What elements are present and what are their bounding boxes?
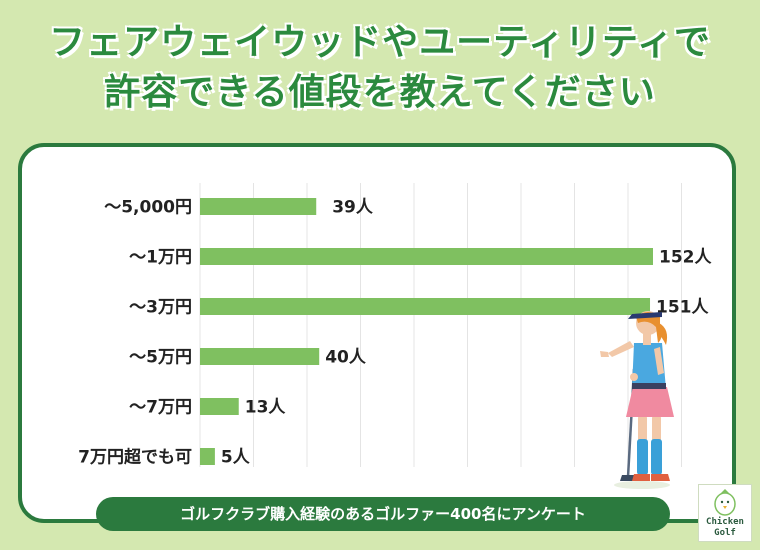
bar xyxy=(200,348,320,365)
value-label: 152人 xyxy=(659,248,712,268)
title-line-1: フェアウェイウッドやユーティリティで xyxy=(49,22,711,63)
bar xyxy=(200,398,239,415)
category-label: 〜3万円 xyxy=(129,298,192,318)
category-label: 〜5,000円 xyxy=(104,198,192,218)
logo-line-2: Golf xyxy=(714,528,736,538)
grid-lines xyxy=(199,183,682,467)
value-label: 13人 xyxy=(245,398,287,418)
value-label: 40人 xyxy=(325,348,367,368)
golfer-illustration xyxy=(600,311,674,489)
category-label: 〜5万円 xyxy=(129,348,192,368)
chart-card: 〜5,000円 39人〜1万円 152人〜3万円 151人〜5万円 40人〜7万円 13人… xyxy=(18,143,736,523)
bar xyxy=(200,198,317,215)
chart-title: フェアウェイウッドやユーティリティで 許容できる値段を教えてください xyxy=(0,18,760,118)
bar xyxy=(200,298,651,315)
survey-caption: ゴルフクラブ購入経験のあるゴルファー400名にアンケート xyxy=(96,497,670,531)
value-label: 39人 xyxy=(332,198,374,218)
bars: 〜5,000円 39人〜1万円 152人〜3万円 151人〜5万円 40人〜7万円 13人… xyxy=(78,198,712,468)
chicken-golf-logo: Chicken Golf xyxy=(698,484,752,542)
category-label: 7万円超でも可 xyxy=(78,447,192,468)
category-label: 〜7万円 xyxy=(129,398,192,418)
value-label: 5人 xyxy=(221,448,251,468)
category-label: 〜1万円 xyxy=(129,248,192,268)
value-label: 151人 xyxy=(656,298,709,318)
title-line-2: 許容できる値段を教えてください xyxy=(104,72,656,113)
bar-chart: 〜5,000円 39人〜1万円 152人〜3万円 151人〜5万円 40人〜7万円 13人… xyxy=(78,183,712,489)
logo-line-1: Chicken xyxy=(706,517,744,527)
bar xyxy=(200,448,215,465)
bar xyxy=(200,248,653,265)
chick-icon xyxy=(714,489,736,516)
